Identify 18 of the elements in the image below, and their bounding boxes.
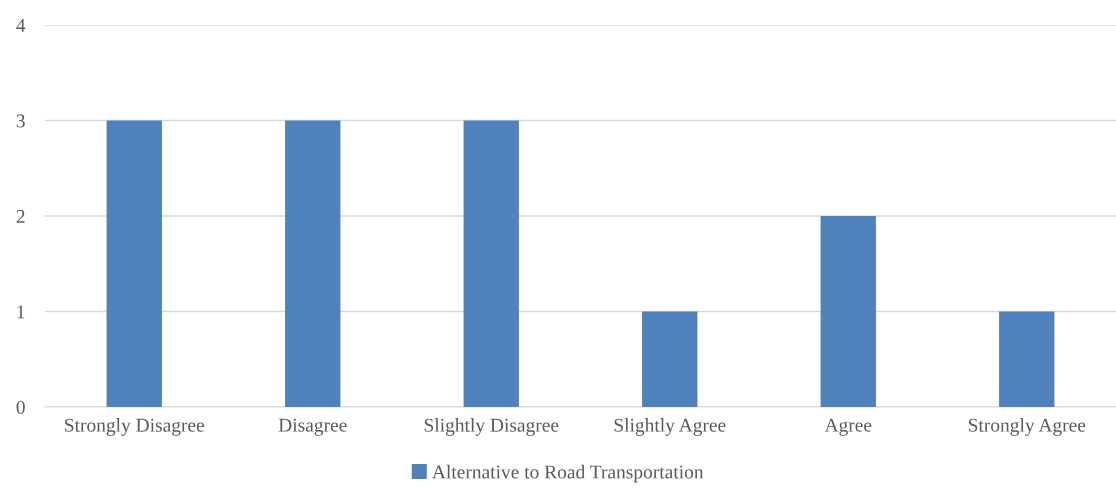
legend-label: Alternative to Road Transportation <box>432 464 704 483</box>
y-tick-label: 1 <box>17 305 25 319</box>
x-tick-label: Strongly Agree <box>968 418 1086 436</box>
bar <box>820 216 876 407</box>
y-tick-label: 0 <box>16 400 25 414</box>
x-tick-label: Slightly Disagree <box>424 418 559 436</box>
x-tick-label: Slightly Agree <box>614 418 726 436</box>
y-tick-label: 2 <box>16 209 25 223</box>
y-tick-label: 3 <box>16 114 25 128</box>
x-tick-label: Strongly Disagree <box>65 418 205 436</box>
bar <box>999 311 1055 407</box>
bar <box>106 120 162 407</box>
bar <box>642 311 698 407</box>
bar <box>285 120 341 407</box>
x-tick-label: Agree <box>824 418 872 436</box>
bar <box>463 120 519 407</box>
x-tick-label: Disagree <box>278 418 347 436</box>
y-tick-label: 4 <box>16 18 26 32</box>
